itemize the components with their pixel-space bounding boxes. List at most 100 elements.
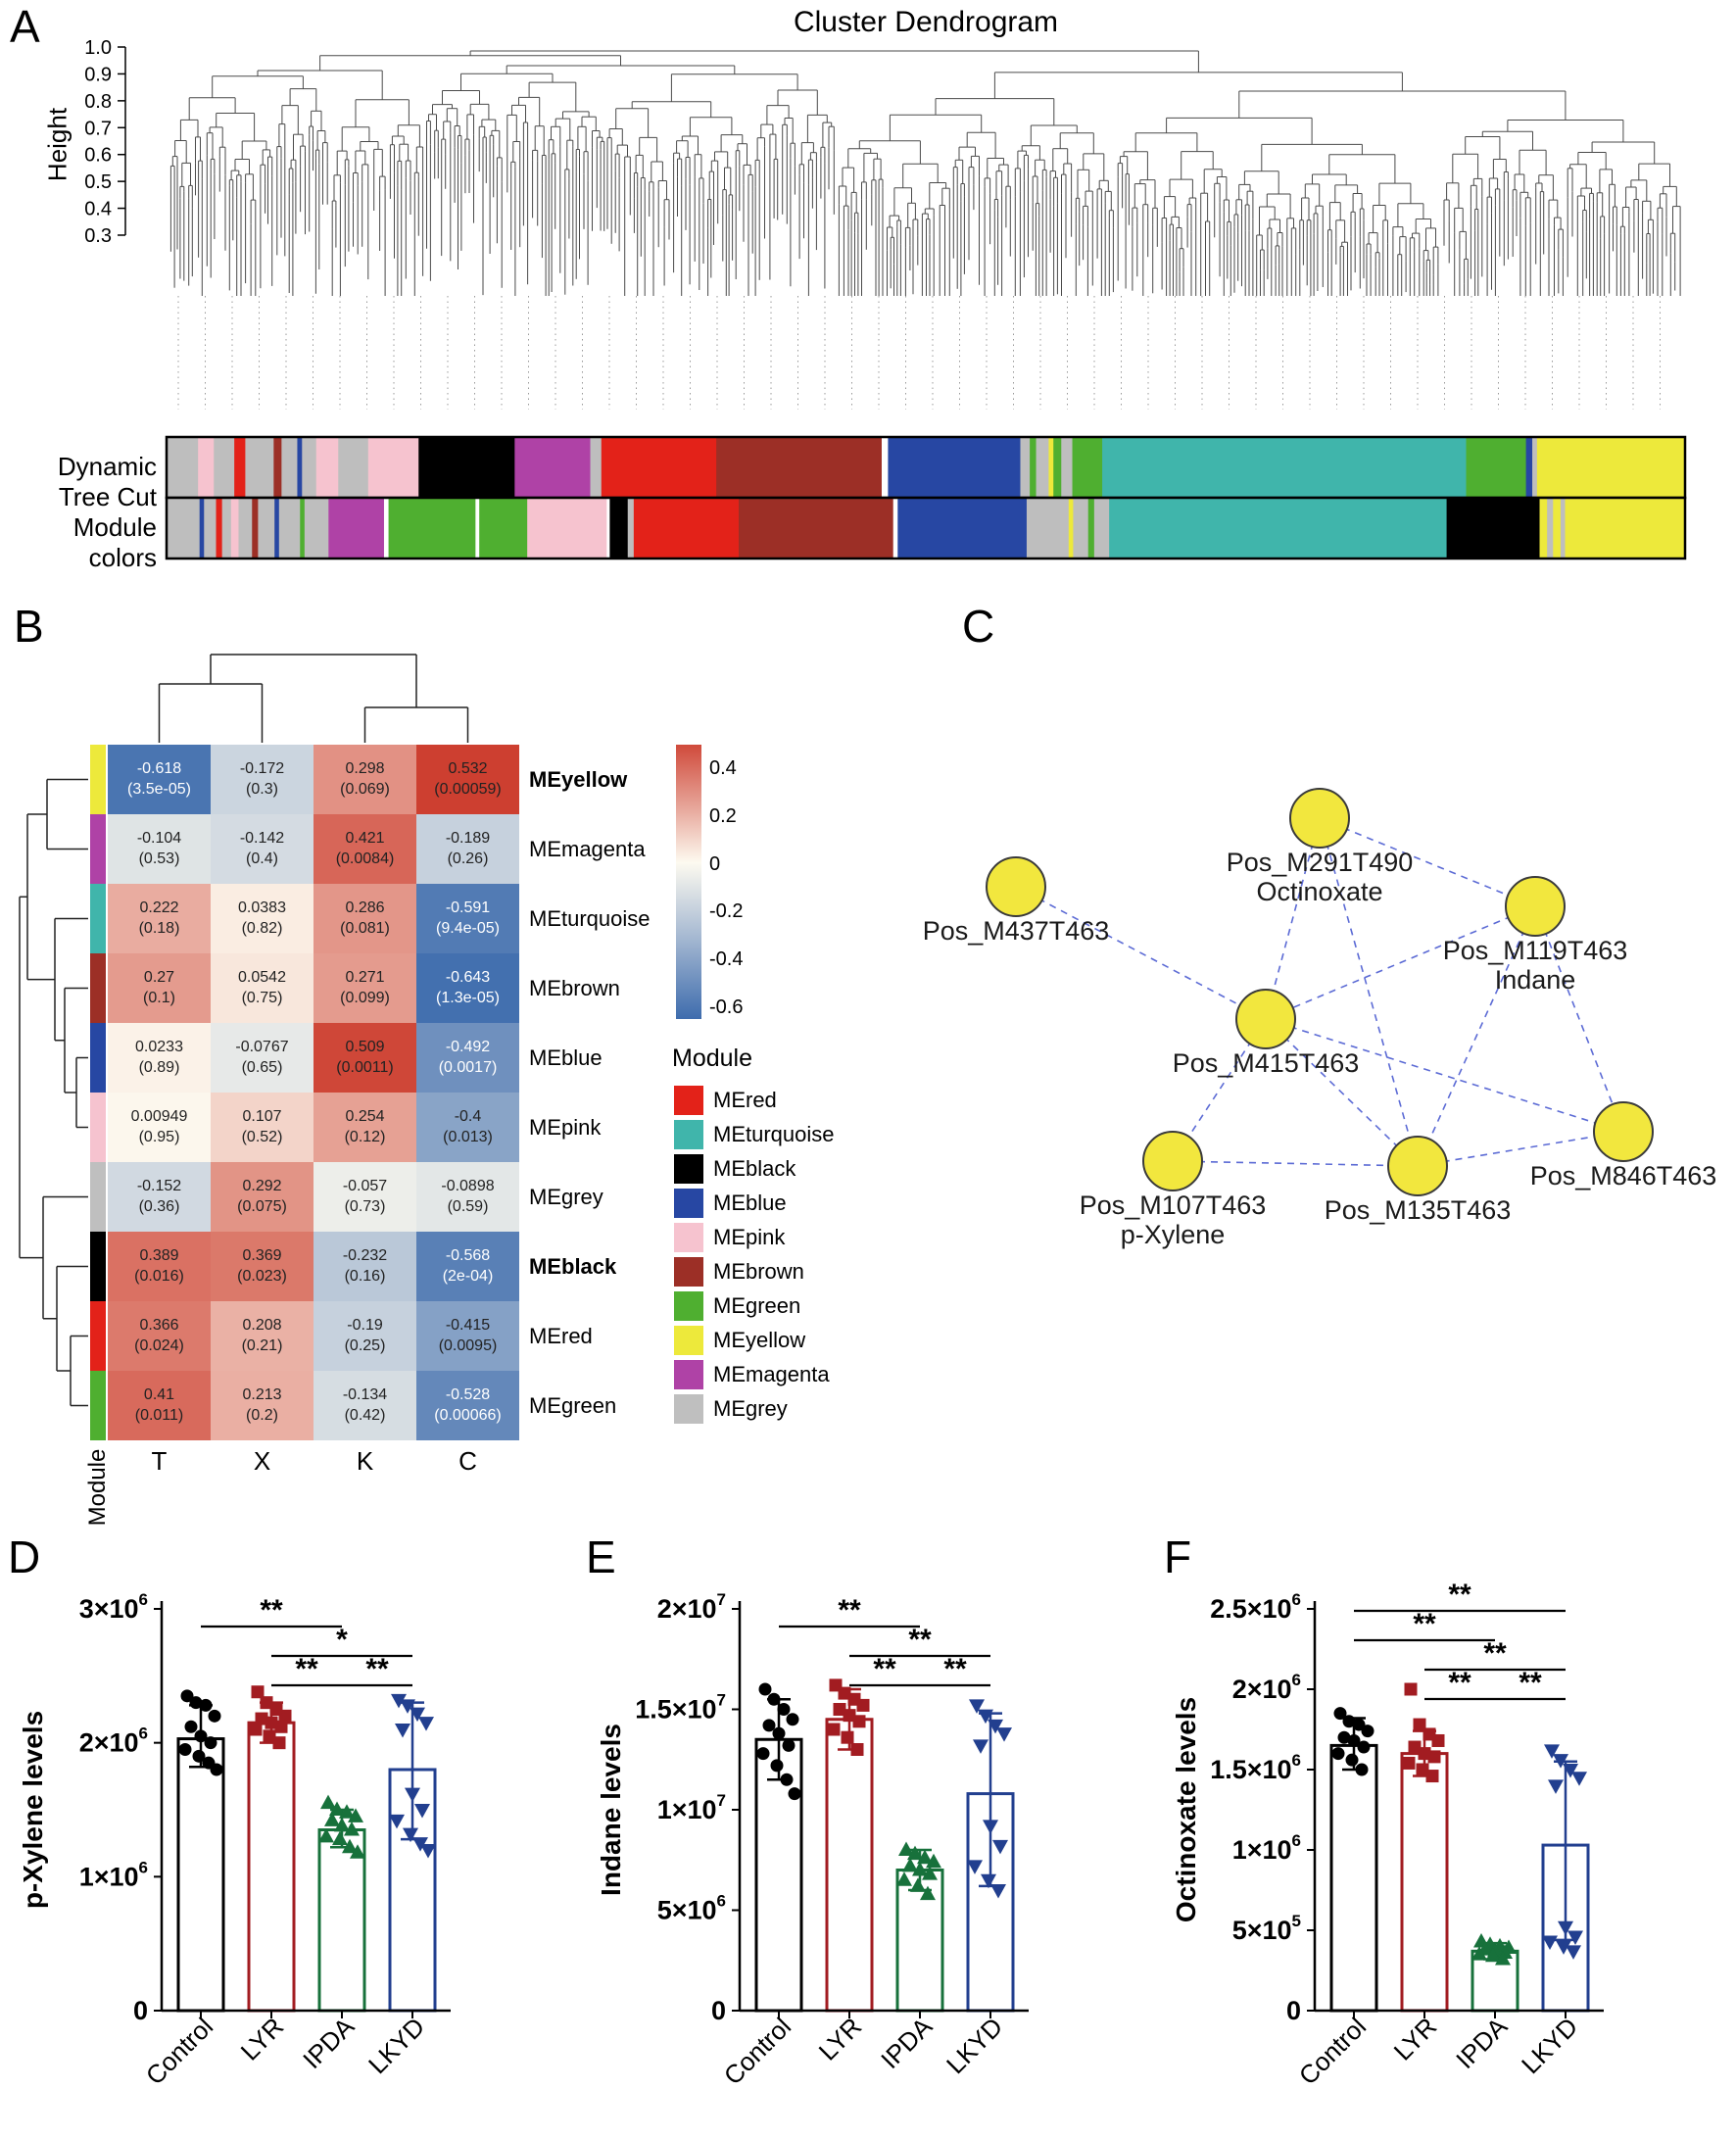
- data-point: [329, 1801, 345, 1816]
- heatmap-cell: -0.152 (0.36): [108, 1162, 211, 1232]
- network-node-label: Pos_M107T463: [1080, 1190, 1267, 1220]
- data-point: [1427, 1750, 1441, 1764]
- network-node-label: Pos_M291T490: [1227, 848, 1414, 877]
- correlation-value: -0.189: [445, 829, 491, 847]
- heatmap-cell: -0.618 (3.5e-05): [108, 745, 211, 814]
- network-edge: [1015, 886, 1267, 1020]
- data-point: [1408, 1740, 1422, 1754]
- heatmap-cell: -0.232 (0.16): [313, 1232, 416, 1301]
- data-point: [1471, 1946, 1487, 1961]
- data-point: [192, 1749, 206, 1763]
- heatmap-cell: 0.0233 (0.89): [108, 1023, 211, 1093]
- correlation-value: -0.415: [445, 1316, 491, 1334]
- legend-item-label: MEyellow: [713, 1328, 806, 1352]
- network-node: [986, 856, 1046, 917]
- correlation-value: 0.369: [242, 1246, 282, 1264]
- legend-item-swatch: [674, 1360, 703, 1389]
- significance-label: **: [873, 1653, 896, 1685]
- data-point: [762, 1719, 776, 1732]
- data-point: [1355, 1763, 1369, 1776]
- p-value: (0.0011): [336, 1058, 394, 1076]
- significance-label: **: [908, 1624, 932, 1656]
- legend-item-label: MEbrown: [713, 1259, 804, 1284]
- data-point: [756, 1747, 770, 1761]
- cluster-dendrogram-plot: 1.0 0.9 0.8 0.7 0.6 0.5 0.4 0.3: [84, 37, 1687, 560]
- module-color-strip-cell: [90, 1162, 106, 1232]
- heatmap-cell: -0.134 (0.42): [313, 1371, 416, 1440]
- legend-item-swatch: [674, 1326, 703, 1355]
- p-value: (0.023): [237, 1267, 287, 1285]
- correlation-value: -0.104: [136, 829, 182, 847]
- data-point: [1563, 1764, 1578, 1778]
- x-category-label: IPDA: [297, 2012, 361, 2075]
- p-value: (0.081): [340, 919, 390, 937]
- correlation-value: 0.27: [143, 968, 175, 986]
- network-edge: [1265, 1018, 1624, 1133]
- network-node: [1387, 1136, 1448, 1196]
- p-value: (0.099): [340, 989, 390, 1006]
- data-point: [1556, 1940, 1571, 1955]
- data-point: [403, 1827, 418, 1843]
- data-point: [978, 1709, 993, 1725]
- data-point: [1416, 1763, 1429, 1776]
- correlation-value: -0.568: [445, 1246, 491, 1264]
- data-point: [1566, 1945, 1581, 1960]
- data-point: [389, 1814, 405, 1829]
- heatmap-cell: -0.4 (0.013): [416, 1093, 519, 1162]
- data-point: [320, 1794, 336, 1810]
- data-point: [907, 1845, 923, 1861]
- significance-label: **: [838, 1594, 861, 1627]
- heatmap-cell: 0.213 (0.2): [211, 1371, 313, 1440]
- heatmap-cell: 0.389 (0.016): [108, 1232, 211, 1301]
- data-point: [1333, 1707, 1347, 1721]
- p-value: (2e-04): [442, 1267, 494, 1285]
- height-tick-label: 0.3: [84, 225, 112, 247]
- correlation-value: -0.142: [239, 829, 285, 847]
- dendrogram-dotted-grid: [177, 296, 1661, 410]
- correlation-value: 0.298: [345, 759, 385, 777]
- heatmap-cell: 0.254 (0.12): [313, 1093, 416, 1162]
- network-node: [1593, 1101, 1654, 1162]
- y-tick-label: 1.5×107: [635, 1691, 726, 1725]
- heatmap-row-label: MEpink: [529, 1114, 602, 1140]
- module-legend-title: Module: [672, 1045, 752, 1072]
- p-value: (0.42): [344, 1406, 386, 1424]
- height-tick-label: 0.8: [84, 91, 112, 113]
- data-point: [777, 1703, 791, 1716]
- heatmap-row-label: MEblack: [529, 1253, 617, 1279]
- correlation-value: -0.057: [342, 1177, 388, 1194]
- dendrogram-title: Cluster Dendrogram: [793, 6, 1059, 38]
- dendrogram-tree: [169, 50, 1681, 296]
- data-point: [1413, 1718, 1426, 1731]
- module-color-strip-cell: [90, 1093, 106, 1162]
- data-point: [420, 1844, 436, 1859]
- p-value: (0.075): [237, 1197, 287, 1215]
- data-point: [786, 1713, 799, 1726]
- data-point: [852, 1715, 866, 1728]
- data-point: [199, 1698, 213, 1712]
- legend-item-label: MEgrey: [713, 1396, 788, 1421]
- p-value: (0.26): [447, 850, 489, 867]
- data-point: [1337, 1730, 1351, 1744]
- data-point: [981, 1873, 996, 1889]
- data-point: [841, 1730, 854, 1744]
- network-edge: [1265, 1018, 1419, 1167]
- data-point: [1361, 1725, 1374, 1738]
- significance-label: *: [336, 1624, 348, 1656]
- y-tick-label: 1×107: [657, 1791, 726, 1824]
- heatmap-cell: 0.107 (0.52): [211, 1093, 313, 1162]
- data-point: [272, 1736, 286, 1750]
- data-point: [969, 1699, 985, 1714]
- network-node-label: Pos_M119T463: [1443, 936, 1628, 965]
- data-point: [1542, 1935, 1558, 1950]
- data-point: [1404, 1682, 1418, 1696]
- data-point: [278, 1709, 292, 1723]
- heatmap-row-label: MEturquoise: [529, 905, 651, 931]
- data-point: [1402, 1756, 1416, 1770]
- correlation-value: 0.00949: [130, 1107, 188, 1125]
- bar-group-control: [176, 1689, 225, 2013]
- y-axis-label: p-Xylene levels: [18, 1711, 48, 1909]
- legend-item-label: MEblack: [713, 1156, 796, 1181]
- data-point: [1558, 1920, 1573, 1936]
- x-category-label: LKYD: [1516, 2012, 1583, 2079]
